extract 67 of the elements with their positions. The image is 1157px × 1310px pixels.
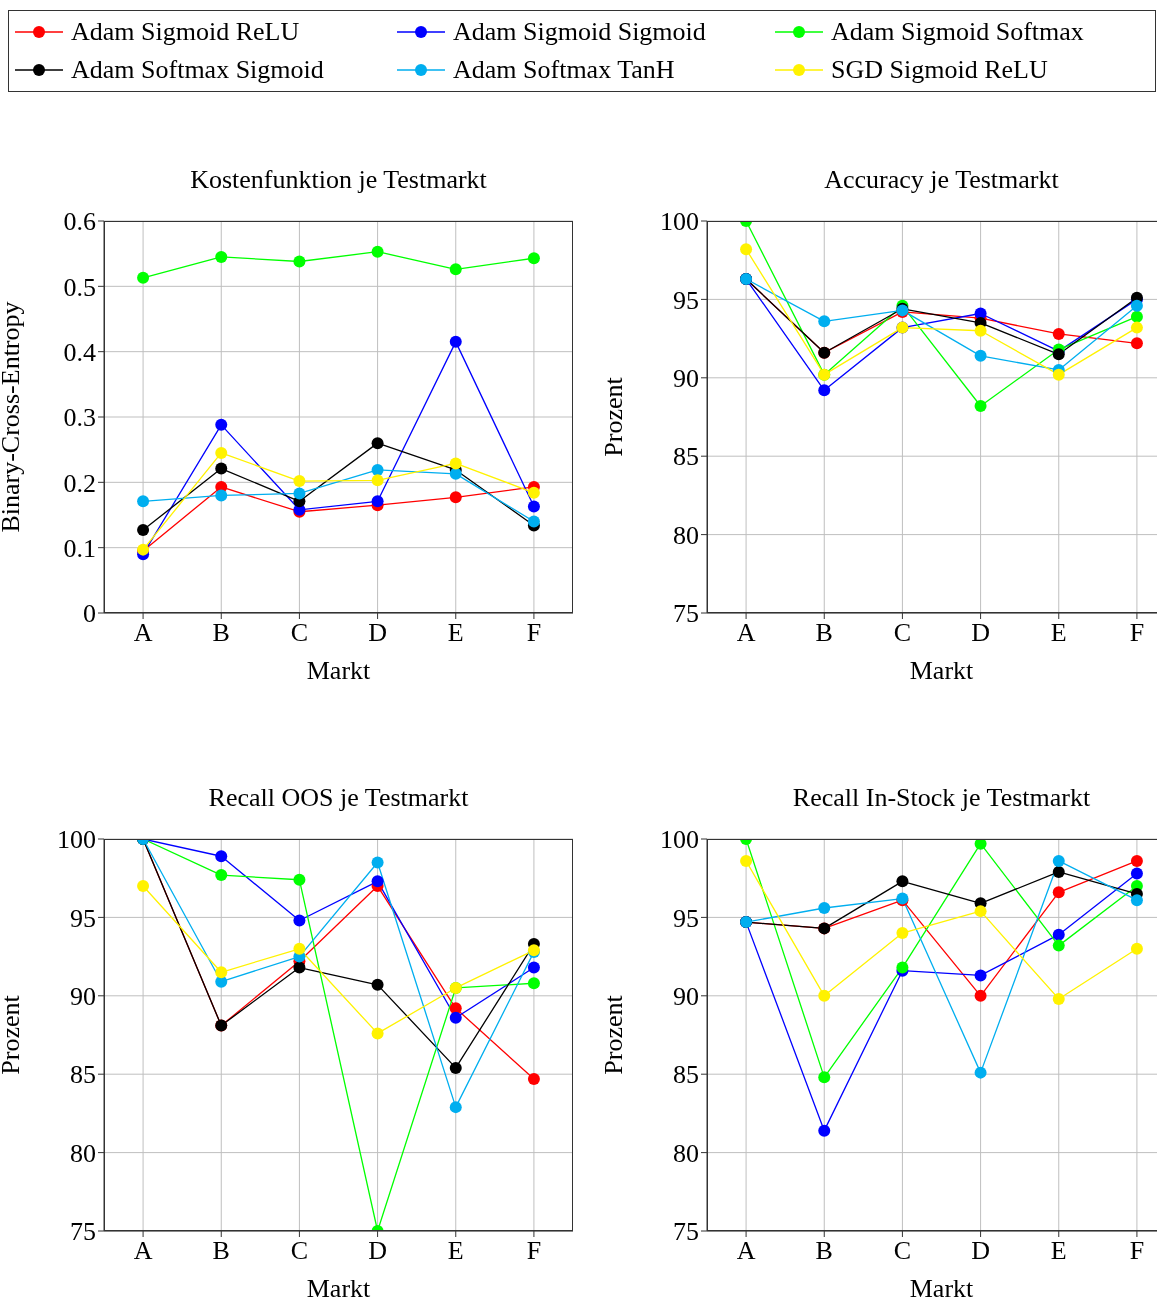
y-tick-label: 95 [673, 285, 699, 315]
x-tick-label: A [133, 1236, 153, 1266]
legend-label: SGD Sigmoid ReLU [831, 54, 1048, 86]
x-axis-title: Markt [909, 1274, 975, 1303]
y-tick-label: 0.5 [63, 272, 96, 302]
x-tick-label: D [368, 1236, 387, 1266]
x-tick-label: A [736, 618, 756, 648]
y-axis-title: Prozent [0, 994, 26, 1075]
y-tick-label: 90 [673, 982, 699, 1012]
x-tick-label: D [971, 618, 990, 648]
x-tick-label: A [133, 618, 153, 648]
legend-label: Adam Sigmoid Sigmoid [453, 16, 706, 48]
x-tick-label: C [290, 618, 309, 648]
y-tick-label: 85 [673, 1060, 699, 1090]
y-tick-label: 0.4 [63, 337, 96, 367]
y-tick-label: 100 [57, 825, 96, 855]
y-tick-label: 0.3 [63, 403, 96, 433]
x-tick-label: C [290, 1236, 309, 1266]
y-tick-label: 0 [83, 599, 96, 629]
y-tick-label: 90 [70, 982, 96, 1012]
x-tick-label: D [971, 1236, 990, 1266]
chart-title: Kostenfunktion je Testmarkt [189, 164, 488, 196]
x-tick-label: E [1050, 1236, 1067, 1266]
x-tick-label: F [1129, 618, 1145, 648]
legend-label: Adam Sigmoid ReLU [71, 16, 300, 48]
y-tick-label: 95 [70, 903, 96, 933]
x-tick-label: B [212, 618, 230, 648]
y-axis-title: Prozent [599, 376, 629, 457]
legend-label: Adam Softmax TanH [453, 54, 675, 86]
x-tick-label: B [815, 618, 833, 648]
x-tick-label: F [1129, 1236, 1145, 1266]
x-axis-title: Markt [306, 656, 372, 685]
y-tick-label: 75 [673, 1217, 699, 1247]
y-tick-label: 80 [673, 520, 699, 550]
x-tick-label: D [368, 618, 387, 648]
legend-label: Adam Sigmoid Softmax [831, 16, 1084, 48]
y-tick-label: 90 [673, 364, 699, 394]
x-tick-label: C [893, 1236, 912, 1266]
y-tick-label: 100 [660, 825, 699, 855]
chart-title: Accuracy je Testmarkt [823, 164, 1060, 196]
y-tick-label: 100 [660, 207, 699, 237]
y-tick-label: 0.2 [63, 468, 96, 498]
y-tick-label: 85 [673, 442, 699, 472]
x-tick-label: A [736, 1236, 756, 1266]
y-axis-title: Prozent [599, 994, 629, 1075]
x-tick-label: E [447, 1236, 464, 1266]
x-axis-title: Markt [306, 1274, 372, 1303]
chart-title: Recall In-Stock je Testmarkt [791, 782, 1092, 814]
chart-title: Recall OOS je Testmarkt [207, 782, 470, 814]
x-axis-title: Markt [909, 656, 975, 685]
y-tick-label: 95 [673, 903, 699, 933]
y-tick-label: 0.6 [63, 207, 96, 237]
x-tick-label: C [893, 618, 912, 648]
x-tick-label: B [212, 1236, 230, 1266]
y-tick-label: 0.1 [63, 533, 96, 563]
y-tick-label: 75 [673, 599, 699, 629]
y-tick-label: 80 [70, 1138, 96, 1168]
x-tick-label: F [526, 1236, 542, 1266]
y-axis-title: Binary-Cross-Entropy [0, 301, 26, 533]
y-tick-label: 75 [70, 1217, 96, 1247]
legend-label: Adam Softmax Sigmoid [71, 54, 324, 86]
x-tick-label: F [526, 618, 542, 648]
y-tick-label: 85 [70, 1060, 96, 1090]
x-tick-label: B [815, 1236, 833, 1266]
y-tick-label: 80 [673, 1138, 699, 1168]
x-tick-label: E [1050, 618, 1067, 648]
x-tick-label: E [447, 618, 464, 648]
